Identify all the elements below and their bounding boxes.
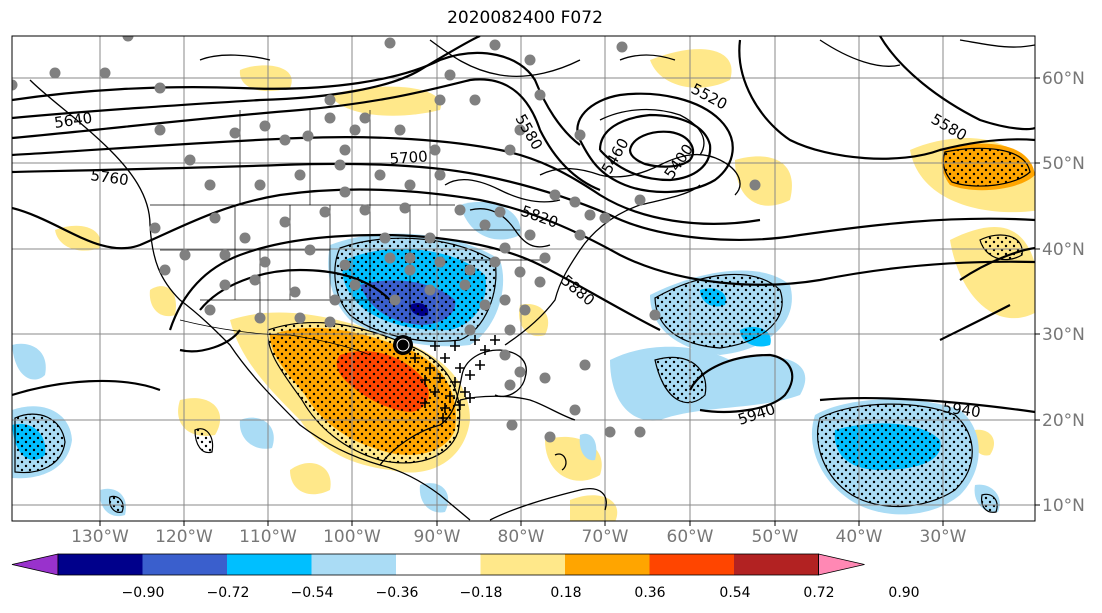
colorbar-tick-labels: −0.90 −0.72 −0.54 −0.36 −0.18 0.18 0.36 … [122, 585, 920, 601]
colorbar-tick: −0.36 [376, 585, 419, 601]
colorbar-segment [649, 554, 735, 575]
colorbar-tick: 0.18 [550, 585, 581, 601]
lon-label-50w: 50°W [752, 527, 799, 545]
colorbar-tick: −0.54 [291, 585, 334, 601]
axis-ticks [99, 77, 1040, 526]
colorbar-segment [311, 554, 397, 575]
lon-label-130w: 130°W [71, 527, 129, 545]
storm-center-marker [393, 335, 413, 355]
lat-label-50n: 50°N [1042, 154, 1085, 174]
graticule [12, 36, 1035, 521]
lat-label-20n: 20°N [1042, 411, 1085, 431]
lon-label-90w: 90°W [414, 527, 461, 545]
colorbar-segment [58, 554, 143, 575]
lon-label-70w: 70°W [582, 527, 629, 545]
lon-label-80w: 80°W [498, 527, 545, 545]
colorbar-tick: 0.54 [719, 585, 750, 601]
latitude-labels: 60°N 50°N 40°N 30°N 20°N 10°N [1042, 69, 1085, 516]
colorbar-segment [480, 554, 566, 575]
contour-label-5700: 5700 [389, 147, 428, 168]
lon-label-40w: 40°W [836, 527, 883, 545]
lon-label-30w: 30°W [920, 527, 967, 545]
lat-label-60n: 60°N [1042, 69, 1085, 89]
colorbar-segment [734, 554, 819, 575]
colorbar-tick: 0.90 [888, 585, 919, 601]
lon-label-100w: 100°W [323, 527, 381, 545]
lon-label-60w: 60°W [667, 527, 714, 545]
track-markers [410, 335, 500, 423]
map-frame [11, 35, 1036, 522]
colorbar-frame [57, 553, 819, 576]
colorbar-extend-low [11, 553, 59, 576]
colorbar-tick: 0.36 [634, 585, 665, 601]
height-contours [12, 36, 1035, 414]
colorbar-tick: 0.72 [803, 585, 834, 601]
colorbar-segment [565, 554, 650, 575]
colorbar-tick: −0.72 [207, 585, 250, 601]
colorbar-tick: −0.18 [460, 585, 503, 601]
contour-label-5760: 5760 [89, 166, 129, 189]
longitude-labels: 130°W 120°W 110°W 100°W 90°W 80°W 70°W 6… [71, 527, 967, 545]
colorbar: −0.90 −0.72 −0.54 −0.36 −0.18 0.18 0.36 … [11, 553, 920, 601]
contour-label-5940-east: 5940 [941, 398, 981, 421]
colorbar-extend-high [818, 553, 865, 576]
weather-map: 5520 5580 5640 5760 5940 5940 5580 5400 … [11, 35, 1085, 545]
station-markers [12, 36, 761, 443]
lon-label-110w: 110°W [239, 527, 297, 545]
colorbar-segment [227, 554, 312, 575]
lat-label-10n: 10°N [1042, 496, 1085, 516]
map-title: 2020082400 F072 [447, 8, 603, 28]
colorbar-segments [11, 553, 865, 576]
lat-label-30n: 30°N [1042, 325, 1085, 345]
coastlines [29, 39, 1035, 521]
colorbar-segment [142, 554, 228, 575]
lon-label-120w: 120°W [155, 527, 213, 545]
colorbar-segment [396, 554, 481, 575]
contour-label-5640: 5640 [53, 109, 93, 132]
colorbar-tick: −0.90 [122, 585, 165, 601]
lat-label-40n: 40°N [1042, 240, 1085, 260]
